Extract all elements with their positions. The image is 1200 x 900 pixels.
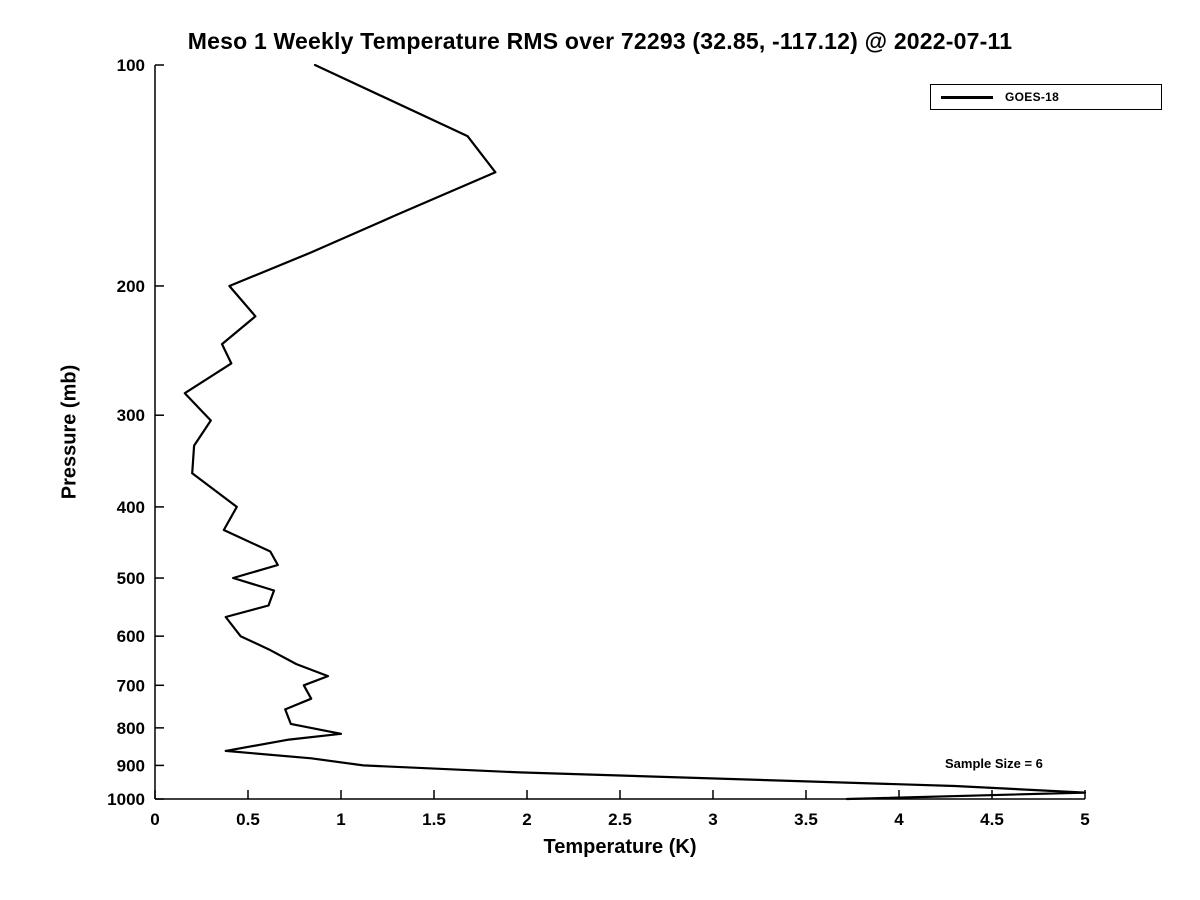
y-tick-label: 300 bbox=[117, 406, 145, 425]
y-tick-label: 200 bbox=[117, 277, 145, 296]
x-tick-label: 1 bbox=[336, 810, 345, 829]
series-line-goes-18 bbox=[183, 63, 1087, 801]
legend: GOES-18 bbox=[930, 84, 1162, 110]
sample-size-annotation: Sample Size = 6 bbox=[945, 756, 1043, 771]
x-tick-label: 2.5 bbox=[608, 810, 632, 829]
chart-title: Meso 1 Weekly Temperature RMS over 72293… bbox=[187, 28, 1013, 54]
x-tick-label: 4 bbox=[894, 810, 904, 829]
x-tick-label: 1.5 bbox=[422, 810, 446, 829]
y-tick-label: 800 bbox=[117, 719, 145, 738]
y-tick-label: 700 bbox=[117, 676, 145, 695]
legend-label: GOES-18 bbox=[1005, 90, 1060, 104]
x-tick-label: 5 bbox=[1080, 810, 1089, 829]
legend-line-sample bbox=[941, 95, 993, 99]
x-tick-label: 0 bbox=[150, 810, 159, 829]
y-tick-label: 400 bbox=[117, 498, 145, 517]
y-tick-label: 900 bbox=[117, 756, 145, 775]
x-tick-label: 4.5 bbox=[980, 810, 1004, 829]
y-tick-label: 500 bbox=[117, 569, 145, 588]
y-tick-label: 600 bbox=[117, 627, 145, 646]
x-tick-label: 0.5 bbox=[236, 810, 260, 829]
y-tick-label: 1000 bbox=[107, 790, 145, 809]
x-tick-label: 3.5 bbox=[794, 810, 818, 829]
x-axis-label: Temperature (K) bbox=[543, 836, 697, 858]
x-tick-label: 2 bbox=[522, 810, 531, 829]
y-tick-label: 100 bbox=[117, 56, 145, 75]
x-tick-label: 3 bbox=[708, 810, 717, 829]
